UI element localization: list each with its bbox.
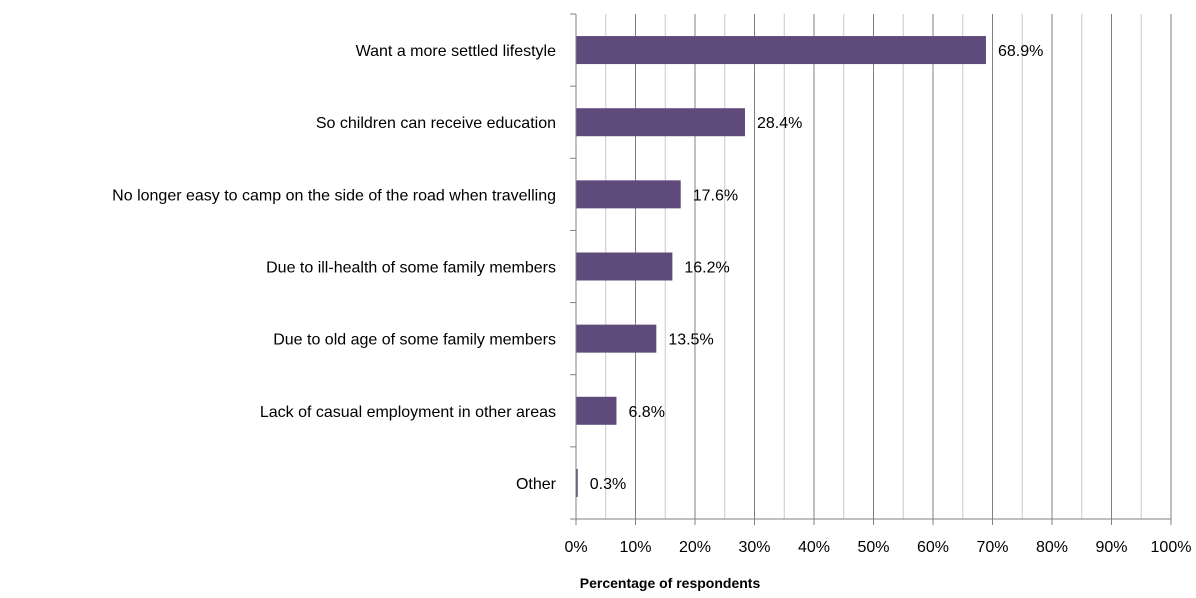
x-tick-label: 50% [857,539,889,556]
category-label: Due to ill-health of some family members [266,260,556,277]
x-tick-label: 30% [738,539,770,556]
bar [576,252,673,281]
bar [576,108,745,137]
x-tick-label: 0% [564,539,587,556]
category-label: Lack of casual employment in other areas [260,404,556,421]
x-tick-label: 60% [917,539,949,556]
x-tick-label: 20% [679,539,711,556]
data-label: 6.8% [628,404,664,421]
bar [576,36,986,65]
x-tick-label: 80% [1036,539,1068,556]
labels: Want a more settled lifestyle So children… [112,43,1191,556]
category-label: Other [516,476,557,493]
category-label: Want a more settled lifestyle [356,43,556,60]
x-tick-label: 40% [798,539,830,556]
bars [576,36,986,497]
category-label: So children can receive education [316,115,556,132]
axes [570,13,1172,525]
data-label: 28.4% [757,115,802,132]
x-tick-label: 10% [619,539,651,556]
x-tick-label: 70% [976,539,1008,556]
bar [576,468,578,497]
x-tick-label: 90% [1095,539,1127,556]
data-label: 13.5% [668,332,713,349]
data-label: 0.3% [590,476,626,493]
category-label: No longer easy to camp on the side of th… [112,187,556,204]
bar [576,180,681,209]
data-label: 17.6% [693,187,738,204]
category-label: Due to old age of some family members [273,332,556,349]
bar [576,324,657,353]
data-label: 16.2% [684,260,729,277]
data-label: 68.9% [998,43,1043,60]
x-axis-title: Percentage of respondents [580,575,761,591]
grid-lines [605,14,1172,519]
bar [576,396,617,425]
x-tick-label: 100% [1151,539,1192,556]
